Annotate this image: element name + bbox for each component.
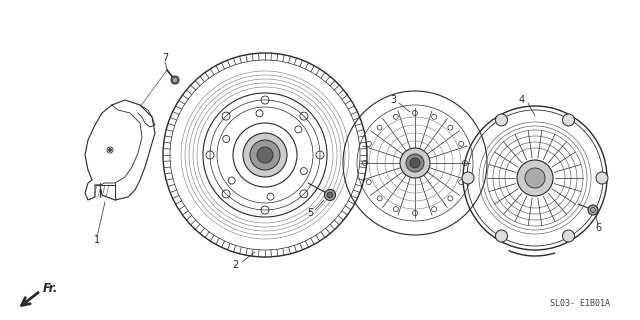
Text: SL03- E1B01A: SL03- E1B01A — [550, 299, 610, 308]
Circle shape — [563, 230, 575, 242]
Circle shape — [257, 147, 273, 163]
Circle shape — [109, 148, 111, 151]
Circle shape — [171, 76, 179, 84]
Circle shape — [324, 189, 335, 201]
Circle shape — [588, 205, 598, 215]
Circle shape — [596, 172, 608, 184]
Circle shape — [495, 230, 508, 242]
Circle shape — [525, 168, 545, 188]
Circle shape — [406, 154, 424, 172]
Circle shape — [517, 160, 553, 196]
Circle shape — [410, 158, 420, 168]
Text: 5: 5 — [307, 208, 313, 218]
Text: 3: 3 — [390, 95, 396, 105]
Circle shape — [250, 140, 280, 170]
Text: 2: 2 — [232, 260, 238, 270]
Text: Fr.: Fr. — [43, 283, 58, 295]
Text: 4: 4 — [519, 95, 525, 105]
Circle shape — [495, 114, 508, 126]
Circle shape — [243, 133, 287, 177]
Text: 6: 6 — [595, 223, 601, 233]
Circle shape — [462, 172, 474, 184]
Circle shape — [327, 192, 333, 198]
Text: 1: 1 — [94, 235, 100, 245]
Circle shape — [563, 114, 575, 126]
Text: 7: 7 — [162, 53, 168, 63]
Circle shape — [400, 148, 430, 178]
